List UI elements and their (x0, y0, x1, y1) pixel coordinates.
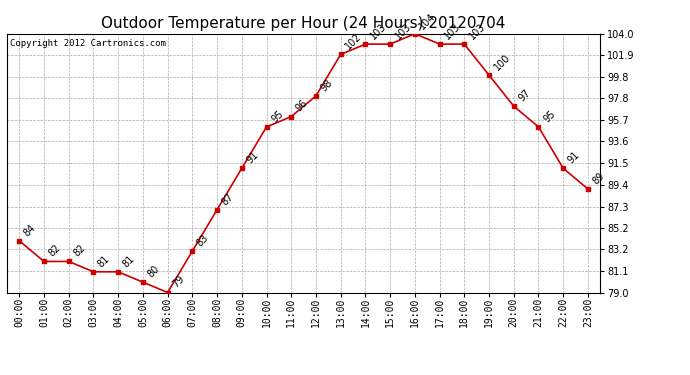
Text: 98: 98 (319, 77, 335, 93)
Text: 83: 83 (195, 232, 211, 248)
Text: 103: 103 (442, 21, 462, 41)
Text: 103: 103 (368, 21, 388, 41)
Text: 95: 95 (269, 108, 285, 124)
Text: 91: 91 (244, 150, 260, 165)
Text: 82: 82 (47, 243, 63, 259)
Text: 81: 81 (121, 253, 137, 269)
Text: 104: 104 (417, 11, 437, 31)
Text: 91: 91 (566, 150, 582, 165)
Text: 96: 96 (294, 98, 310, 114)
Text: 81: 81 (96, 253, 112, 269)
Title: Outdoor Temperature per Hour (24 Hours) 20120704: Outdoor Temperature per Hour (24 Hours) … (101, 16, 506, 31)
Text: 102: 102 (344, 32, 364, 52)
Text: 79: 79 (170, 274, 186, 290)
Text: 103: 103 (467, 21, 487, 41)
Text: 97: 97 (517, 88, 533, 104)
Text: 100: 100 (492, 52, 512, 72)
Text: 80: 80 (146, 264, 161, 279)
Text: 87: 87 (220, 191, 236, 207)
Text: Copyright 2012 Cartronics.com: Copyright 2012 Cartronics.com (10, 39, 166, 48)
Text: 89: 89 (591, 171, 607, 186)
Text: 84: 84 (22, 222, 38, 238)
Text: 95: 95 (541, 108, 557, 124)
Text: 82: 82 (72, 243, 88, 259)
Text: 103: 103 (393, 21, 413, 41)
